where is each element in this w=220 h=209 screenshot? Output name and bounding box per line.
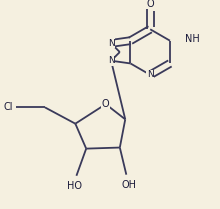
Text: HO: HO (67, 181, 82, 191)
Text: Cl: Cl (4, 102, 13, 112)
Text: OH: OH (121, 180, 136, 190)
Text: NH: NH (185, 34, 200, 44)
Text: O: O (146, 0, 154, 9)
Text: O: O (102, 99, 110, 109)
Text: N: N (108, 56, 114, 65)
Text: N: N (108, 39, 114, 48)
Text: N: N (147, 70, 154, 79)
